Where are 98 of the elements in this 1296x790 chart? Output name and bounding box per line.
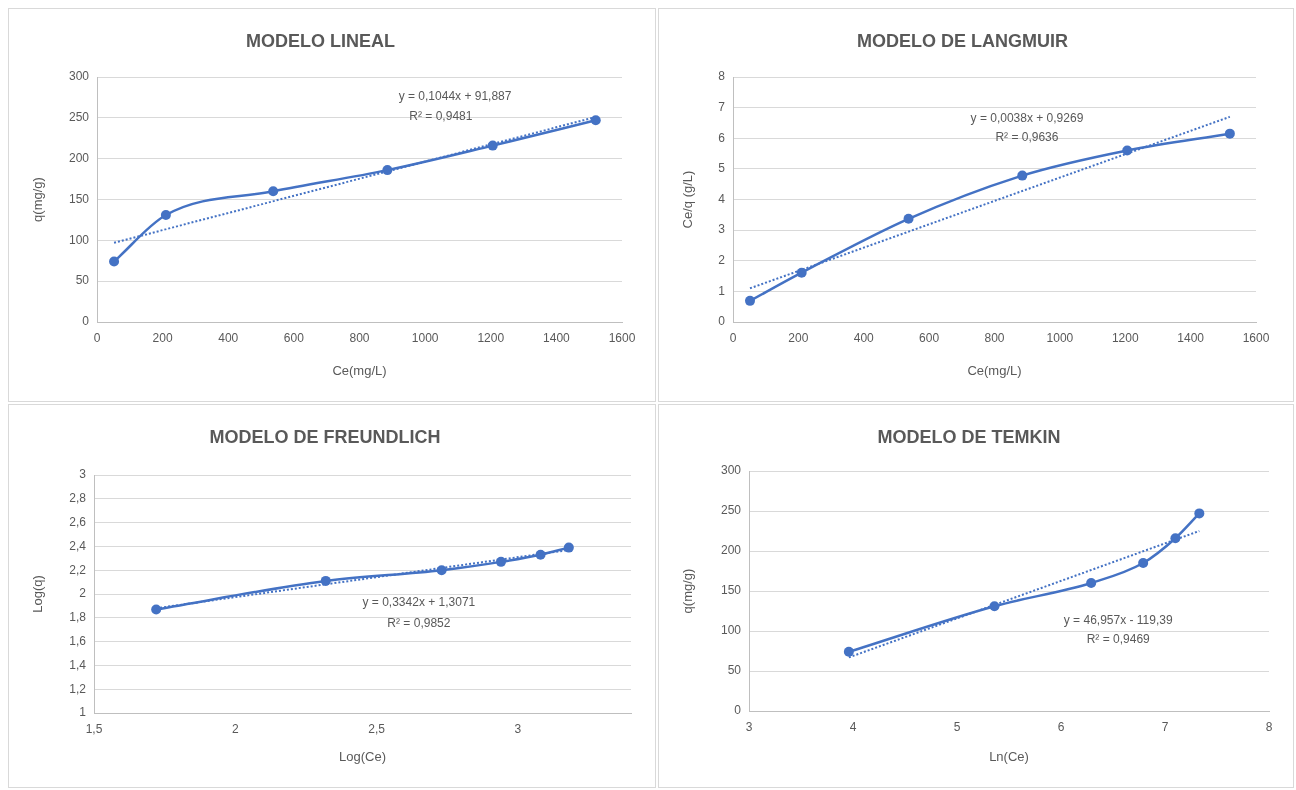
x-tick-label: 200 [788,330,809,345]
point [843,646,854,657]
point [1138,558,1149,568]
annotation: y = 0,1044x + 91,887 [398,89,512,104]
chart-title: MODELO DE FREUNDLICH [209,426,441,447]
y-tick-label: 50 [727,663,742,678]
annotation: R² = 0,9852 [387,616,451,631]
y-tick-label: 0 [718,314,726,329]
y-tick-label: 250 [720,503,742,518]
y-axis-title: Ce/q (g/L) [680,170,696,229]
point [563,542,574,553]
y-tick-label: 2,6 [69,514,87,529]
y-tick-label: 2,2 [69,562,87,577]
x-tick-label: 2,5 [368,721,386,736]
y-tick-label: 3 [718,222,726,237]
point [320,575,331,586]
y-tick-label: 6 [718,130,726,145]
x-tick-label: 1400 [543,330,571,345]
x-tick-label: 200 [152,330,173,345]
x-tick-label: 400 [218,330,239,345]
point [1086,578,1097,588]
y-tick-label: 150 [720,583,742,598]
point [495,556,506,567]
y-tick-label: 5 [718,161,726,176]
point [109,256,120,267]
y-tick-label: 1,2 [69,681,87,696]
point [1017,170,1028,181]
y-tick-label: 8 [718,69,726,84]
point [382,165,393,176]
annotation: y = 46,957x - 119,39 [1063,613,1173,628]
x-tick-label: 1200 [1111,330,1139,345]
x-tick-label: 2 [231,721,239,736]
y-tick-label: 2,8 [69,491,87,506]
x-tick-label: 1,5 [85,721,103,736]
y-tick-label: 1,8 [69,610,87,625]
point [745,295,755,306]
y-tick-label: 0 [82,314,90,329]
x-tick-label: 400 [853,330,875,345]
x-axis-title: Log(Ce) [339,748,386,764]
x-tick-label: 600 [283,330,305,345]
y-tick-label: 2,4 [69,538,87,553]
y-tick-label: 3 [79,467,87,482]
chart-title: MODELO DE TEMKIN [877,426,1061,447]
x-tick-label: 7 [1161,719,1169,734]
y-tick-label: 1 [718,283,726,298]
x-tick-label: 800 [349,330,370,345]
point [903,213,914,224]
x-tick-label: 4 [849,719,857,734]
x-tick-label: 1400 [1177,330,1205,345]
x-axis-title: Ce(mg/L) [967,362,1022,378]
x-tick-label: 600 [919,330,940,345]
y-tick-label: 300 [720,463,742,478]
annotation: y = 0,3342x + 1,3071 [362,595,476,610]
y-tick-label: 1,4 [69,657,87,672]
y-tick-label: 0 [734,703,742,718]
point [1224,128,1235,139]
y-tick-label: 200 [68,150,90,165]
point [268,186,279,197]
point [1194,508,1205,519]
y-tick-label: 200 [720,543,742,558]
x-tick-label: 1000 [411,330,439,345]
x-tick-label: 8 [1265,719,1273,734]
chart-title: MODELO LINEAL [246,30,395,51]
y-tick-label: 100 [720,623,742,638]
y-tick-label: 50 [75,273,90,288]
y-tick-label: 100 [68,232,90,247]
y-tick-label: 2 [718,253,726,268]
chart-title: MODELO DE LANGMUIR [857,30,1068,51]
y-tick-label: 300 [68,69,90,84]
y-tick-label: 1 [79,705,87,720]
x-tick-label: 3 [745,719,753,734]
annotation: R² = 0,9636 [995,130,1059,145]
x-tick-label: 0 [93,330,101,345]
x-tick-label: 6 [1057,719,1065,734]
y-axis-title: q(mg/g) [680,568,696,614]
annotation: R² = 0,9481 [409,109,473,124]
y-axis-title: q(mg/g) [30,177,46,222]
y-tick-label: 150 [68,191,90,206]
x-tick-label: 800 [984,330,1005,345]
x-axis-title: Ln(Ce) [989,748,1029,764]
y-tick-label: 250 [68,110,90,125]
y-axis-title: Log(q) [30,575,46,613]
x-axis-title: Ce(mg/L) [332,362,387,378]
annotation: R² = 0,9469 [1086,632,1151,647]
annotation: y = 0,0038x + 0,9269 [970,111,1084,126]
y-tick-label: 1,6 [69,633,87,648]
x-tick-label: 3 [514,721,522,736]
y-tick-label: 4 [718,191,726,206]
x-tick-label: 1600 [1242,330,1270,345]
point [151,604,162,615]
x-tick-label: 1600 [608,330,636,345]
y-tick-label: 7 [718,99,726,114]
y-tick-label: 2 [79,586,87,601]
point [160,210,171,221]
point [590,115,601,126]
x-tick-label: 5 [953,719,961,734]
x-tick-label: 1200 [477,330,505,345]
x-tick-label: 1000 [1046,330,1074,345]
